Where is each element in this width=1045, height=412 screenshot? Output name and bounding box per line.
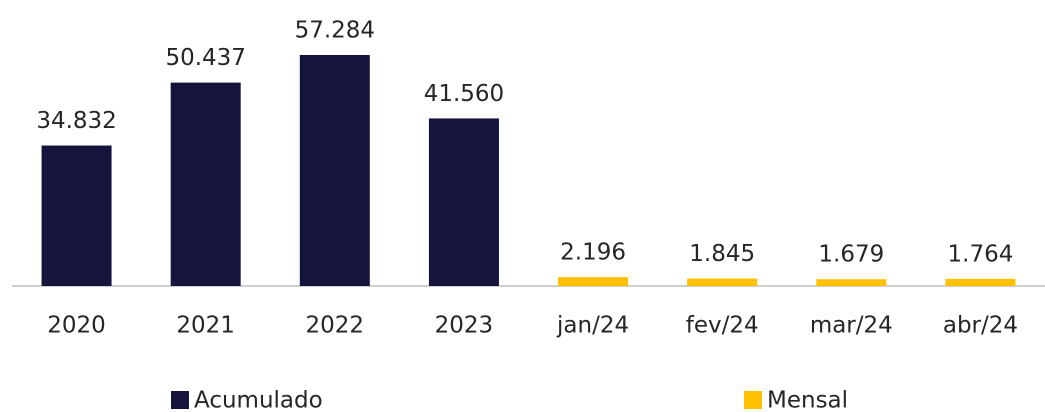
data-label: 41.560 (424, 81, 504, 107)
bar (170, 82, 241, 286)
legend-label: Acumulado (194, 388, 323, 412)
x-tick-label: 2021 (176, 313, 235, 339)
x-tick-label: 2023 (435, 313, 494, 339)
x-tick-label: mar/24 (810, 313, 893, 339)
bar (558, 277, 629, 286)
legend-swatch (171, 391, 189, 409)
legend-swatch (744, 391, 762, 409)
bar (816, 279, 887, 286)
legend-label: Mensal (767, 388, 848, 412)
x-tick-label: 2022 (306, 313, 365, 339)
bar (945, 278, 1016, 286)
bar (299, 55, 370, 286)
x-tick-label: fev/24 (686, 313, 759, 339)
data-label: 1.679 (818, 242, 884, 268)
bar (41, 145, 112, 286)
bar (687, 278, 758, 286)
data-label: 1.845 (689, 241, 755, 267)
data-label: 50.437 (165, 45, 245, 71)
data-label: 57.284 (295, 18, 375, 44)
bar (428, 118, 499, 286)
x-tick-label: 2020 (47, 313, 106, 339)
data-label: 2.196 (560, 240, 626, 266)
x-tick-label: abr/24 (943, 313, 1018, 339)
data-label: 1.764 (948, 241, 1014, 267)
x-tick-label: jan/24 (556, 313, 629, 339)
data-label: 34.832 (36, 108, 116, 134)
